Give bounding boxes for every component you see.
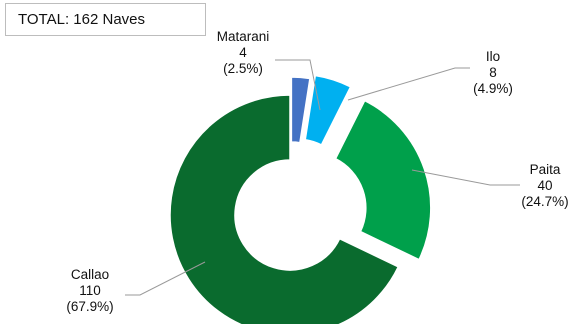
slice-paita [334, 99, 432, 261]
leader-line-ilo [347, 67, 470, 101]
label-callao-name: Callao [71, 267, 109, 282]
slice-matarani [290, 76, 311, 144]
label-matarani-percent: (2.5%) [223, 61, 263, 76]
slice-ilo [304, 74, 352, 146]
label-matarani-name: Matarani [217, 29, 270, 44]
leader-line-callao [125, 261, 206, 296]
label-paita-value: 40 [537, 178, 552, 193]
label-callao-value: 110 [79, 283, 101, 298]
label-ilo-percent: (4.9%) [473, 81, 513, 96]
donut-slices [169, 74, 432, 324]
label-matarani-value: 4 [239, 45, 247, 60]
label-callao-percent: (67.9%) [66, 299, 113, 314]
label-ilo-name: Ilo [486, 49, 500, 64]
label-ilo-value: 8 [489, 65, 497, 80]
slice-callao [169, 94, 400, 324]
leader-lines [125, 59, 520, 296]
total-label: TOTAL: 162 Naves [18, 11, 146, 28]
leader-line-paita [411, 169, 520, 186]
label-paita-name: Paita [530, 162, 561, 177]
label-paita-percent: (24.7%) [521, 194, 568, 209]
leader-line-matarani [275, 59, 321, 111]
total-box: TOTAL: 162 Naves [5, 3, 206, 36]
